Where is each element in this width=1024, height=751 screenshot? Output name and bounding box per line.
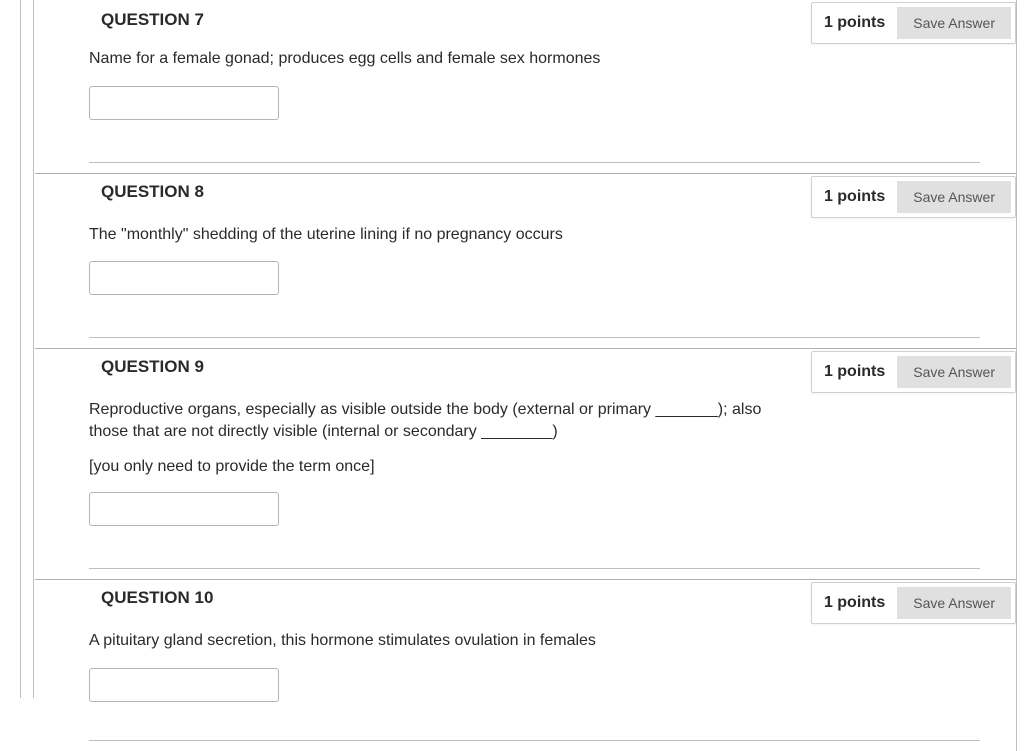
save-answer-button[interactable]: Save Answer bbox=[897, 356, 1011, 388]
question-prompt: Reproductive organs, especially as visib… bbox=[89, 399, 776, 442]
left-sidebar-rail bbox=[20, 0, 34, 698]
question-block-7: QUESTION 7 1 points Save Answer Name for… bbox=[35, 0, 1016, 163]
question-body: Reproductive organs, especially as visib… bbox=[35, 377, 1016, 526]
points-label: 1 points bbox=[824, 363, 885, 381]
question-divider bbox=[89, 337, 980, 338]
question-prompt: Name for a female gonad; produces egg ce… bbox=[89, 48, 776, 70]
points-save-box: 1 points Save Answer bbox=[811, 351, 1016, 393]
question-note: [you only need to provide the term once] bbox=[89, 458, 776, 476]
points-label: 1 points bbox=[824, 188, 885, 206]
points-label: 1 points bbox=[824, 14, 885, 32]
points-save-box: 1 points Save Answer bbox=[811, 176, 1016, 218]
question-title: QUESTION 7 bbox=[35, 4, 204, 30]
question-prompt: The "monthly" shedding of the uterine li… bbox=[89, 224, 776, 246]
answer-input[interactable] bbox=[89, 668, 279, 702]
question-header: QUESTION 10 1 points Save Answer bbox=[35, 580, 1016, 608]
answer-input[interactable] bbox=[89, 492, 279, 526]
save-answer-button[interactable]: Save Answer bbox=[897, 7, 1011, 39]
question-divider bbox=[89, 568, 980, 569]
answer-input[interactable] bbox=[89, 86, 279, 120]
question-title: QUESTION 9 bbox=[35, 353, 204, 377]
question-title: QUESTION 8 bbox=[35, 178, 204, 202]
question-title: QUESTION 10 bbox=[35, 584, 213, 608]
points-save-box: 1 points Save Answer bbox=[811, 582, 1016, 624]
questions-container: QUESTION 7 1 points Save Answer Name for… bbox=[35, 0, 1017, 751]
points-save-box: 1 points Save Answer bbox=[811, 2, 1016, 44]
question-block-8: QUESTION 8 1 points Save Answer The "mon… bbox=[35, 173, 1016, 339]
question-prompt: A pituitary gland secretion, this hormon… bbox=[89, 630, 776, 652]
save-answer-button[interactable]: Save Answer bbox=[897, 181, 1011, 213]
question-header: QUESTION 8 1 points Save Answer bbox=[35, 174, 1016, 202]
question-block-9: QUESTION 9 1 points Save Answer Reproduc… bbox=[35, 348, 1016, 569]
answer-input[interactable] bbox=[89, 261, 279, 295]
question-block-10: QUESTION 10 1 points Save Answer A pitui… bbox=[35, 579, 1016, 741]
question-header: QUESTION 9 1 points Save Answer bbox=[35, 349, 1016, 377]
question-header: QUESTION 7 1 points Save Answer bbox=[35, 0, 1016, 30]
question-divider bbox=[89, 740, 980, 741]
question-divider bbox=[89, 162, 980, 163]
save-answer-button[interactable]: Save Answer bbox=[897, 587, 1011, 619]
points-label: 1 points bbox=[824, 594, 885, 612]
